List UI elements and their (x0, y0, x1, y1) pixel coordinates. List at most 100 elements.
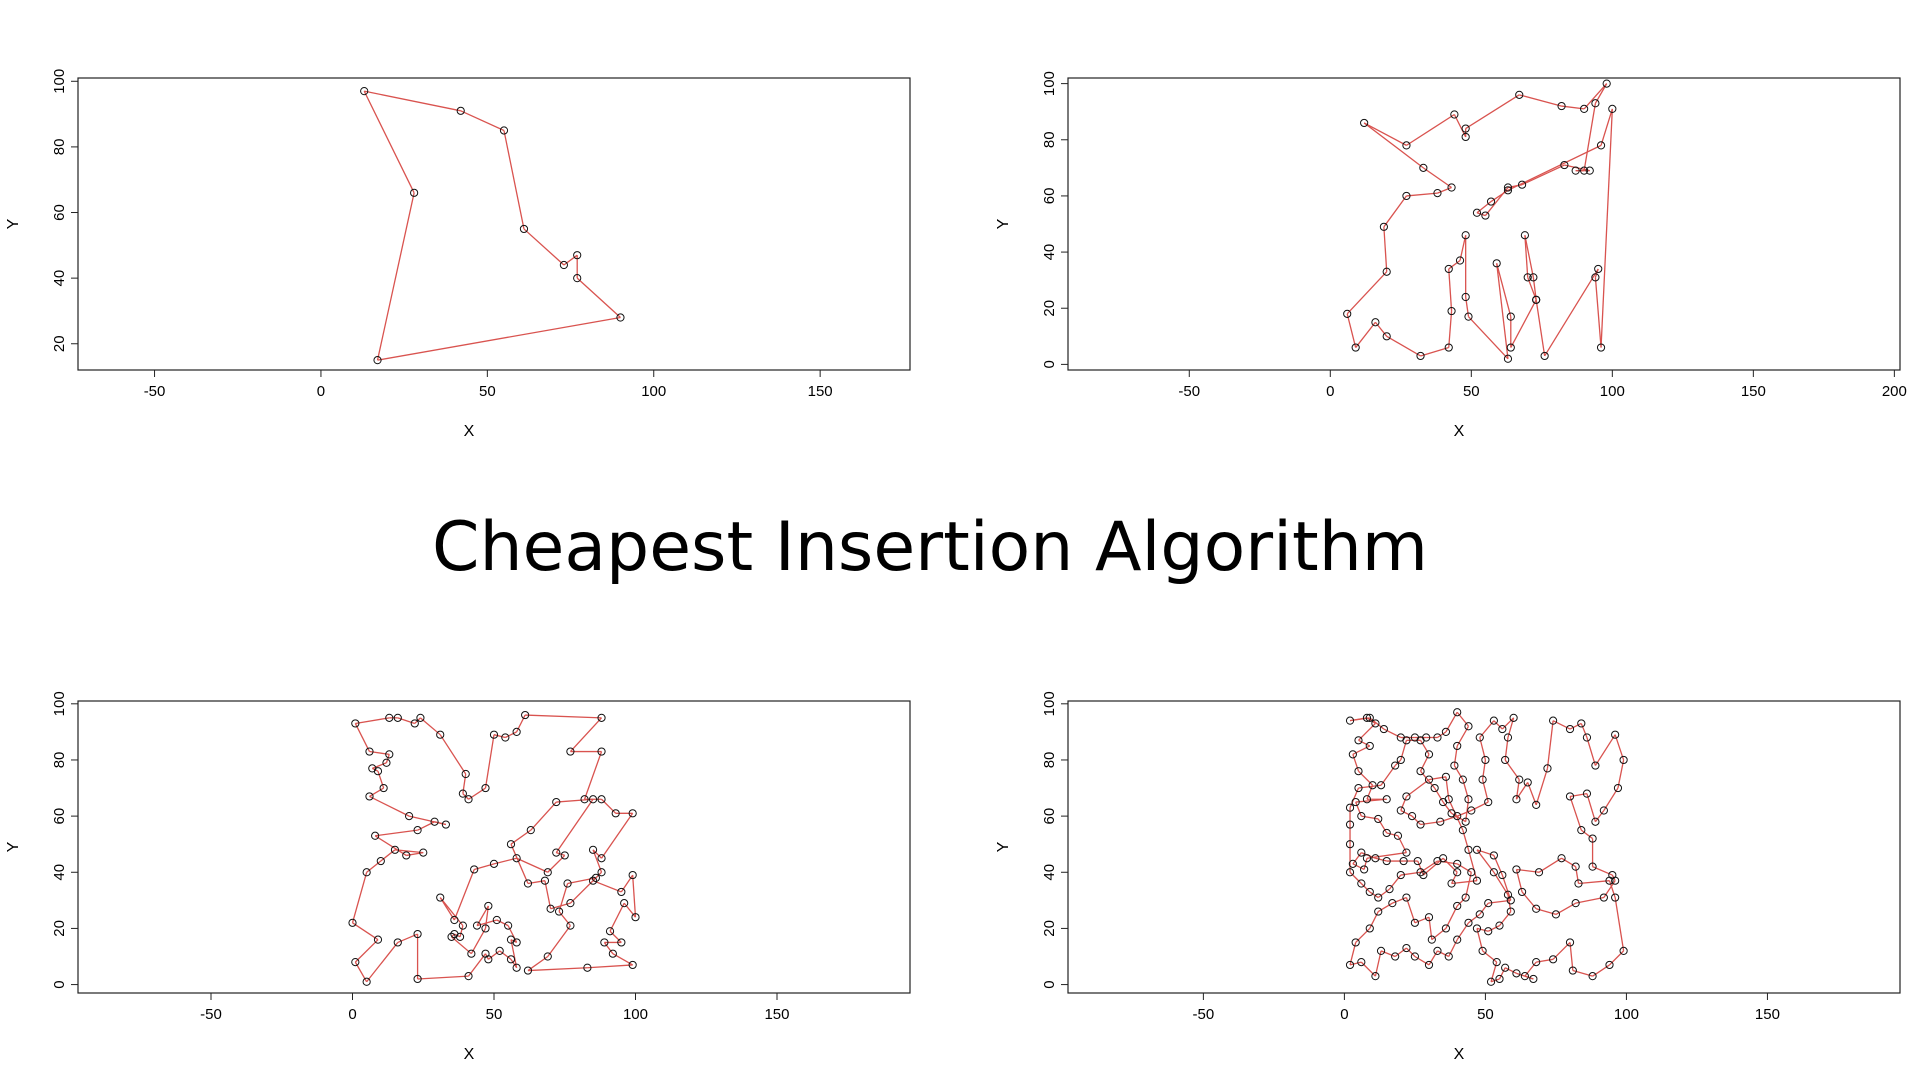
city-point (410, 719, 419, 728)
city-point (1343, 309, 1352, 318)
tour-segment (1431, 927, 1447, 941)
city-point (1472, 208, 1482, 217)
x-tick-label: 150 (808, 383, 833, 400)
x-tick-label: 50 (479, 383, 496, 400)
city-point (512, 727, 521, 736)
city-point (1461, 893, 1470, 902)
city-point (1464, 918, 1473, 927)
city-point (1489, 868, 1498, 877)
tour-segment (1614, 734, 1625, 761)
tour-segment (1586, 737, 1597, 766)
tour-segment (1569, 793, 1588, 798)
tour-segment (1383, 195, 1407, 228)
tour-segment (1575, 866, 1580, 884)
tour-segment (1493, 871, 1509, 896)
city-point (1596, 141, 1606, 150)
city-point (1486, 977, 1496, 986)
tour-segment (1592, 964, 1610, 977)
tour-segment (603, 942, 614, 955)
plot-frame (1067, 700, 1901, 994)
x-tick-label: -50 (1193, 1006, 1215, 1023)
city-point (617, 887, 626, 897)
city-point (1453, 741, 1462, 751)
tour-segment (510, 939, 518, 968)
tour-segment (1456, 863, 1472, 873)
tour-segment (1374, 950, 1382, 977)
city-point (379, 783, 388, 793)
city-point (566, 899, 575, 908)
city-point (628, 809, 637, 818)
tour-segment (363, 90, 415, 194)
city-point (1492, 259, 1501, 268)
tour-segment (369, 795, 410, 817)
y-tick-label: 20 (1041, 920, 1058, 937)
tour-segment (1564, 164, 1590, 172)
city-point (1427, 935, 1436, 944)
city-point (467, 949, 476, 958)
city-point (373, 935, 383, 944)
city-point (1591, 273, 1600, 282)
x-tick-label: 150 (1741, 383, 1766, 400)
city-point (484, 901, 493, 911)
city-point (419, 848, 428, 857)
tour-segment (1524, 961, 1537, 977)
city-point (1453, 935, 1462, 944)
tour-segment (439, 897, 464, 927)
city-point (1371, 719, 1380, 728)
tour-segment (620, 874, 634, 893)
city-point (450, 915, 459, 925)
city-point (1362, 795, 1372, 804)
tour-segment (1419, 754, 1430, 772)
city-point (1506, 896, 1515, 905)
x-axis-title: X (1454, 423, 1465, 440)
city-point (1472, 876, 1482, 885)
x-tick-label: 50 (1463, 383, 1480, 400)
city-point (1568, 966, 1577, 975)
city-point (566, 921, 575, 930)
city-point (1374, 907, 1383, 916)
chart-4-svg: -50 0 50 100 150 0 20 40 60 80 100 X Y (995, 691, 1901, 1063)
y-tick-label: 0 (1041, 360, 1058, 368)
tour-segment (1448, 268, 1453, 312)
x-tick-label: 150 (1755, 1006, 1780, 1023)
city-point (1512, 865, 1521, 874)
tour-segment (1465, 872, 1472, 898)
tour-segment (1380, 950, 1396, 958)
tour-segment (1490, 978, 1500, 983)
city-point (1464, 845, 1473, 854)
city-point (1396, 755, 1405, 765)
city-point (506, 935, 516, 944)
tour-segment (1456, 711, 1469, 727)
x-tick-label: 0 (1326, 383, 1334, 400)
city-point (371, 831, 380, 840)
city-point (1464, 795, 1473, 804)
city-point (1486, 197, 1496, 206)
city-point (461, 769, 470, 779)
tour-segment (1451, 880, 1478, 885)
tour-segment (1493, 720, 1503, 730)
city-point (1515, 90, 1524, 99)
city-point (1529, 273, 1538, 282)
city-point (430, 817, 439, 826)
city-point (631, 913, 640, 922)
city-point (1517, 180, 1527, 189)
city-point (1424, 775, 1434, 784)
tour-segment (1501, 717, 1515, 730)
city-point (1520, 972, 1529, 981)
city-point (1399, 856, 1408, 866)
tour-segment (1363, 858, 1368, 870)
city-point (617, 938, 626, 947)
tour-segment (1406, 113, 1455, 146)
tour-segment (1417, 860, 1424, 876)
city-point (1478, 775, 1487, 784)
city-point (1532, 958, 1541, 967)
city-point (1433, 946, 1442, 955)
city-point (1602, 79, 1611, 88)
tour-segment (1448, 259, 1461, 270)
city-point (1410, 733, 1420, 742)
city-point (521, 710, 530, 720)
city-point (1402, 893, 1411, 902)
y-tick-label: 0 (51, 980, 68, 988)
city-point (1498, 870, 1507, 880)
city-point (1447, 809, 1456, 818)
